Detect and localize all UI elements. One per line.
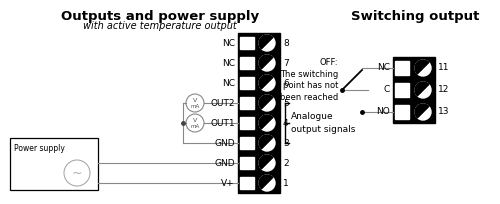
- Polygon shape: [259, 155, 272, 169]
- Text: ~: ~: [72, 166, 82, 180]
- Text: mA: mA: [190, 123, 200, 129]
- Circle shape: [259, 115, 275, 131]
- Circle shape: [259, 155, 275, 171]
- Circle shape: [259, 55, 275, 71]
- Bar: [393, 57, 435, 123]
- Text: mA: mA: [190, 103, 200, 109]
- Text: 1: 1: [283, 178, 289, 187]
- Text: Power supply: Power supply: [14, 144, 65, 153]
- Text: 7: 7: [283, 59, 289, 68]
- Text: NC: NC: [222, 59, 235, 68]
- Bar: [240, 37, 254, 49]
- Text: 3: 3: [283, 139, 289, 147]
- Bar: [240, 77, 254, 89]
- Text: NC: NC: [377, 63, 390, 72]
- Bar: [240, 177, 254, 189]
- Bar: [238, 33, 280, 193]
- Bar: [395, 83, 409, 97]
- Bar: [10, 138, 98, 190]
- Circle shape: [259, 175, 275, 191]
- Bar: [395, 105, 409, 119]
- Text: 11: 11: [438, 63, 450, 72]
- Text: C: C: [384, 85, 390, 94]
- Text: NO: NO: [376, 108, 390, 116]
- Text: V+: V+: [222, 178, 235, 187]
- Circle shape: [259, 35, 275, 51]
- Polygon shape: [259, 75, 272, 89]
- Polygon shape: [259, 55, 272, 69]
- Text: 13: 13: [438, 108, 450, 116]
- Text: GND: GND: [214, 139, 235, 147]
- Bar: [240, 57, 254, 69]
- Bar: [240, 157, 254, 169]
- Text: Analogue
output signals: Analogue output signals: [291, 112, 356, 134]
- Polygon shape: [415, 104, 428, 118]
- Circle shape: [415, 60, 431, 76]
- Polygon shape: [415, 60, 428, 74]
- Text: NC: NC: [222, 79, 235, 88]
- Polygon shape: [259, 175, 272, 189]
- Polygon shape: [415, 82, 428, 96]
- Bar: [240, 117, 254, 129]
- Polygon shape: [259, 35, 272, 49]
- Text: Switching output: Switching output: [351, 10, 479, 23]
- Circle shape: [415, 82, 431, 98]
- Text: V: V: [193, 119, 197, 123]
- Text: NC: NC: [222, 39, 235, 48]
- Polygon shape: [259, 115, 272, 129]
- Text: GND: GND: [214, 159, 235, 167]
- Text: OUT1: OUT1: [210, 119, 235, 128]
- Text: 4: 4: [283, 119, 288, 128]
- Polygon shape: [259, 135, 272, 149]
- Text: 2: 2: [283, 159, 288, 167]
- Circle shape: [259, 75, 275, 91]
- Text: OFF:
The switching
point has not
been reached: OFF: The switching point has not been re…: [280, 58, 338, 102]
- Bar: [240, 137, 254, 149]
- Circle shape: [415, 104, 431, 120]
- Text: 5: 5: [283, 99, 289, 108]
- Text: V: V: [193, 99, 197, 103]
- Text: 8: 8: [283, 39, 289, 48]
- Circle shape: [259, 95, 275, 111]
- Polygon shape: [259, 95, 272, 109]
- Circle shape: [259, 135, 275, 151]
- Text: 6: 6: [283, 79, 289, 88]
- Bar: [240, 97, 254, 109]
- Text: with active temperature output: with active temperature output: [83, 21, 237, 31]
- Bar: [395, 61, 409, 75]
- Text: 12: 12: [438, 85, 450, 94]
- Text: OUT2: OUT2: [210, 99, 235, 108]
- Text: Outputs and power supply: Outputs and power supply: [61, 10, 259, 23]
